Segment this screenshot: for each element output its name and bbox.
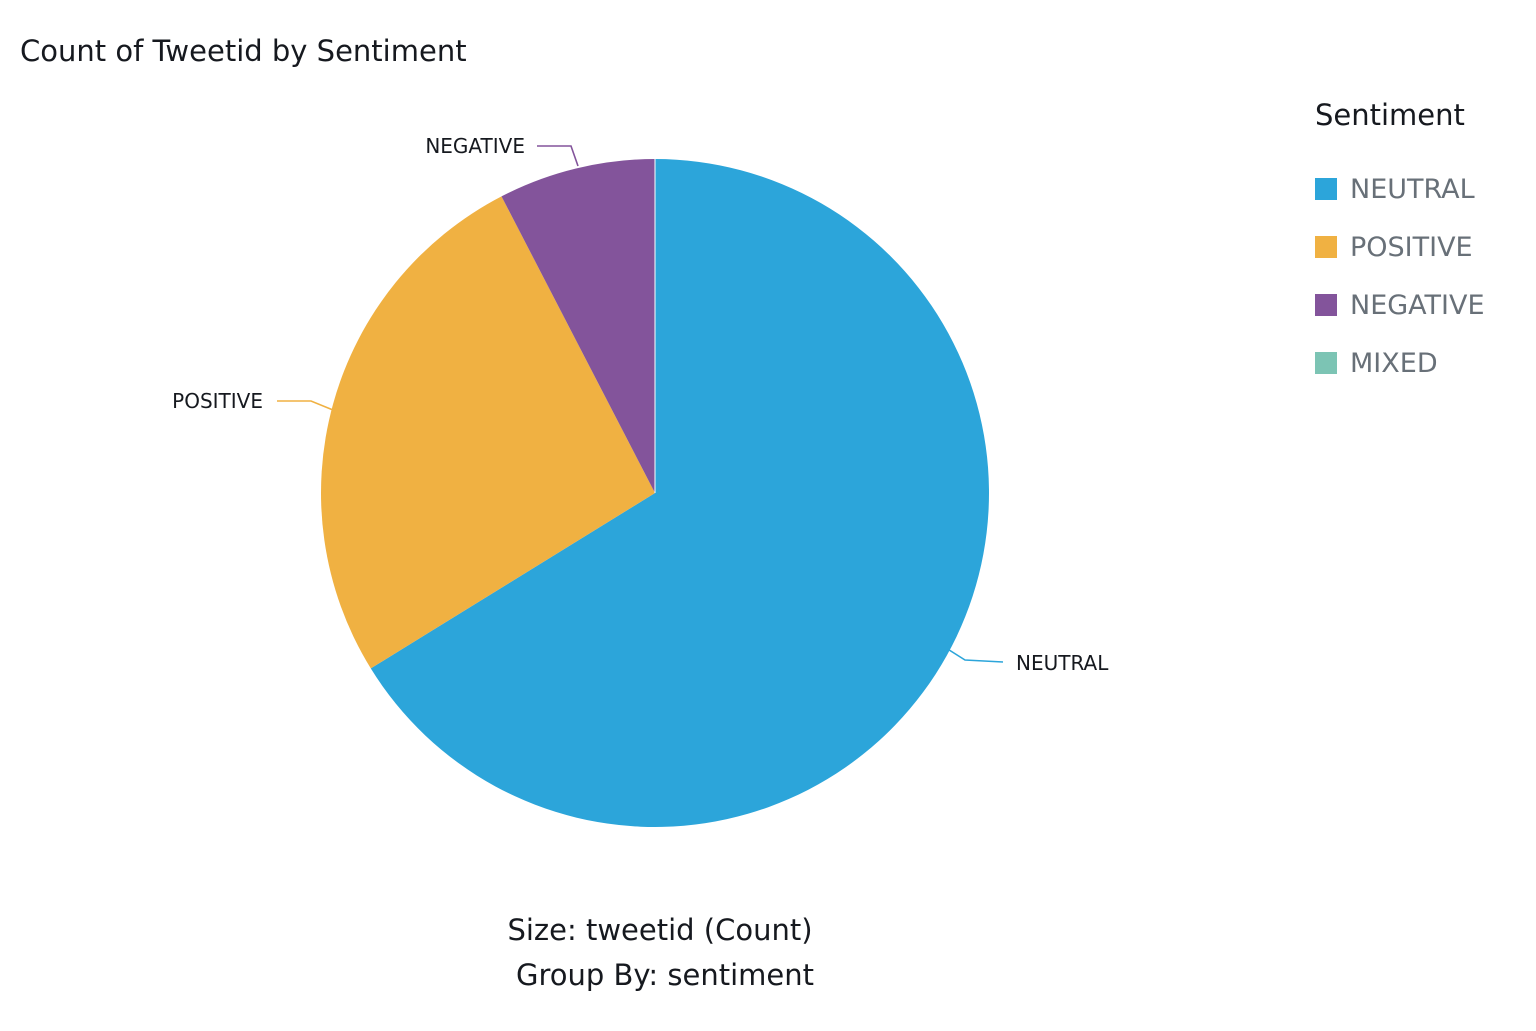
legend-item-positive[interactable]: POSITIVE bbox=[1315, 218, 1485, 276]
legend-label: NEUTRAL bbox=[1350, 173, 1475, 205]
legend-swatch-negative bbox=[1315, 294, 1337, 316]
slice-label-negative: NEGATIVE bbox=[425, 134, 525, 158]
chart-title: Count of Tweetid by Sentiment bbox=[20, 34, 467, 68]
group-by-caption: Group By: sentiment bbox=[515, 958, 815, 992]
slice-label-positive: POSITIVE bbox=[172, 389, 263, 413]
size-caption: Size: tweetid (Count) bbox=[507, 913, 813, 947]
leader-line-negative bbox=[537, 145, 579, 167]
legend-item-mixed[interactable]: MIXED bbox=[1315, 334, 1485, 392]
leader-lines bbox=[277, 145, 1004, 663]
legend-swatch-neutral bbox=[1315, 178, 1337, 200]
leader-line-neutral bbox=[945, 647, 1004, 663]
legend: Sentiment NEUTRAL POSITIVE NEGATIVE MIXE… bbox=[1315, 98, 1485, 392]
slice-label-neutral: NEUTRAL bbox=[1016, 651, 1109, 675]
legend-label: NEGATIVE bbox=[1350, 289, 1485, 321]
pie-slice-neutral[interactable] bbox=[370, 159, 990, 827]
slice-labels: NEUTRAL POSITIVE NEGATIVE bbox=[172, 134, 1109, 675]
legend-item-negative[interactable]: NEGATIVE bbox=[1315, 276, 1485, 334]
legend-swatch-mixed bbox=[1315, 352, 1337, 374]
legend-label: POSITIVE bbox=[1350, 231, 1473, 263]
pie-slice-positive[interactable] bbox=[320, 196, 655, 669]
pie-slices bbox=[320, 159, 990, 827]
legend-swatch-positive bbox=[1315, 236, 1337, 258]
legend-item-neutral[interactable]: NEUTRAL bbox=[1315, 160, 1485, 218]
pie-slice-negative[interactable] bbox=[501, 159, 656, 493]
legend-title: Sentiment bbox=[1315, 98, 1465, 132]
legend-label: MIXED bbox=[1350, 347, 1438, 379]
leader-line-positive bbox=[277, 400, 334, 411]
